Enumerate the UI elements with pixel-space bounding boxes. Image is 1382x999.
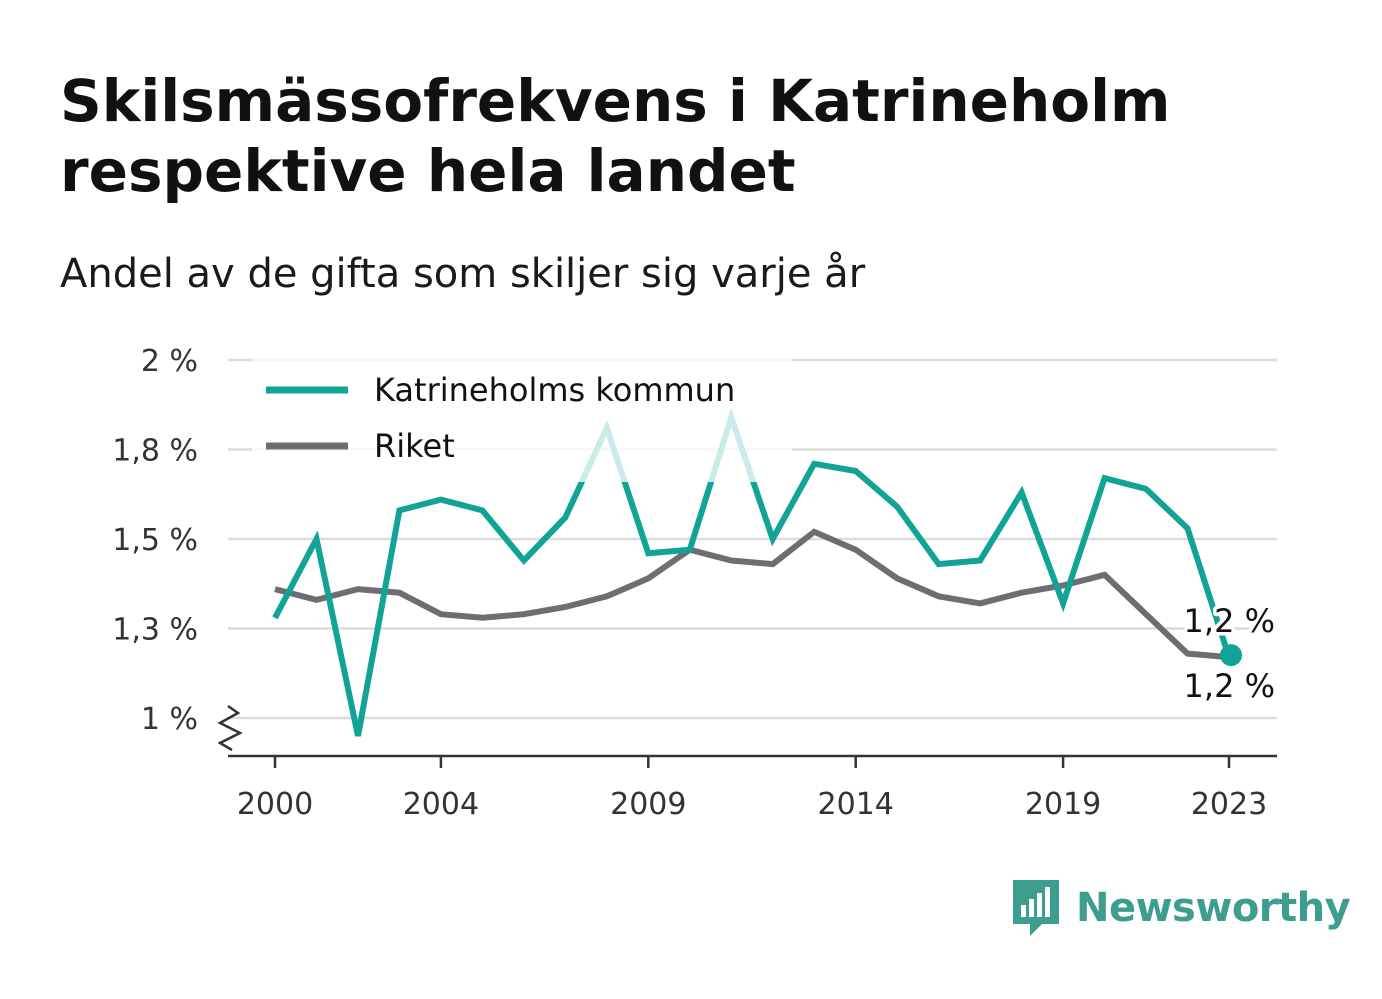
chart-subtitle: Andel av de gifta som skiljer sig varje …: [60, 251, 866, 297]
y-axis-labels: 1 % 1,3 % 1,5 % 1,8 % 2 %: [112, 344, 198, 737]
y-tick-label: 1,3 %: [112, 613, 198, 648]
series-line: [274, 528, 1230, 661]
y-tick-label: 1 %: [141, 702, 198, 737]
legend-box: [252, 358, 792, 482]
y-tick-label: 1,8 %: [112, 434, 198, 469]
x-tick-label: 2019: [1025, 787, 1101, 822]
x-tick-label: 2004: [403, 787, 479, 822]
legend-label: Riket: [374, 427, 455, 465]
x-axis: 2000 2004 2009 2014 2019 2023: [217, 704, 1277, 822]
y-tick-label: 2 %: [141, 344, 198, 379]
brand-name: Newsworthy: [1076, 885, 1351, 931]
x-tick-label: 2023: [1191, 787, 1267, 822]
y-tick-label: 1,5 %: [112, 523, 198, 558]
end-labels: 1,2 % 1,2 %: [1180, 599, 1278, 709]
chart-title: Skilsmässofrekvens i Katrineholm respekt…: [60, 67, 1171, 205]
end-label-riket: 1,2 %: [1184, 667, 1275, 705]
end-point-marker: [1220, 644, 1242, 667]
legend-label: Katrineholms kommun: [374, 371, 735, 409]
axis-break-symbol: [217, 704, 243, 752]
legend: Katrineholms kommun Riket: [252, 358, 792, 482]
bar-chart-speech-bubble-icon: [1013, 880, 1059, 936]
end-label-katrineholm: 1,2 %: [1184, 602, 1275, 640]
x-tick-label: 2014: [818, 787, 894, 822]
brand-logo: Newsworthy: [1010, 876, 1351, 940]
x-tick-label: 2000: [237, 787, 313, 822]
x-tick-label: 2009: [610, 787, 686, 822]
